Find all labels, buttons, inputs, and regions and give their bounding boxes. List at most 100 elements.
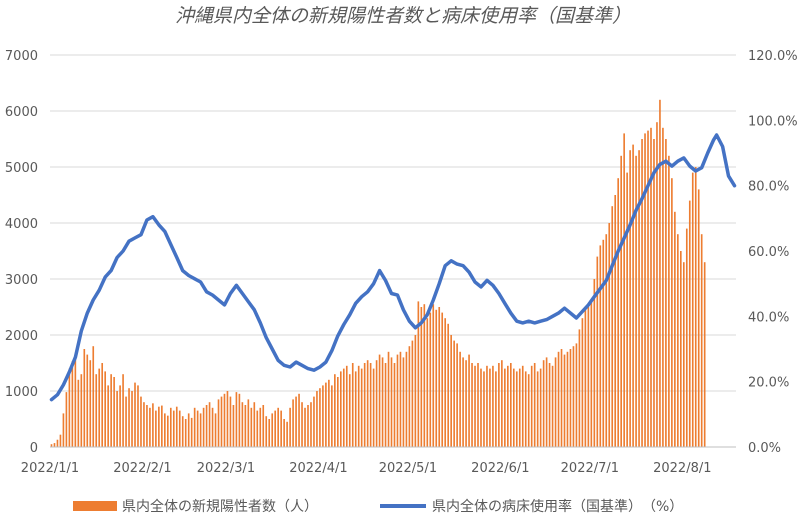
bar [435, 309, 438, 447]
bar [307, 405, 309, 447]
bar [617, 178, 620, 447]
bar [187, 413, 190, 447]
bar [354, 371, 357, 447]
bar [429, 312, 432, 447]
right-y-tick-label: 80.0% [748, 180, 789, 195]
bar [334, 374, 336, 447]
bar [474, 365, 476, 447]
bar [674, 211, 676, 447]
left-y-tick-label: 1000 [5, 385, 38, 400]
bar [411, 340, 414, 447]
bar [325, 382, 327, 447]
bar [178, 410, 181, 447]
x-tick-label: 2022/4/1 [289, 461, 347, 476]
bar [542, 360, 545, 447]
bar [265, 416, 268, 447]
bar [480, 368, 482, 447]
right-y-axis: 0.0% 20.0% 40.0% 60.0% 80.0% 100.0% 120.0% [748, 49, 798, 456]
bar [551, 365, 554, 447]
bar [581, 318, 584, 447]
x-tick-label: 2022/8/1 [653, 461, 711, 476]
x-tick-label: 2022/2/1 [113, 461, 171, 476]
bar [614, 195, 617, 447]
bar [536, 371, 539, 447]
bar [244, 405, 247, 447]
left-y-tick-label: 6000 [5, 105, 38, 120]
bar [161, 405, 163, 447]
bar [328, 379, 330, 447]
bar [629, 150, 631, 447]
bar [71, 361, 74, 447]
bar [450, 335, 452, 447]
bar [113, 377, 115, 447]
bar [653, 139, 655, 447]
bar [116, 391, 118, 447]
x-tick-label: 2022/5/1 [379, 461, 437, 476]
right-y-tick-label: 40.0% [748, 310, 789, 325]
bar [602, 239, 605, 447]
bar [339, 371, 342, 447]
left-y-tick-label: 0 [30, 441, 38, 456]
bar [229, 396, 232, 447]
bar [331, 385, 333, 447]
bar [638, 150, 640, 447]
bar [697, 189, 700, 447]
bar [465, 360, 467, 447]
bar [462, 357, 464, 447]
bar [119, 385, 121, 447]
bar [432, 304, 435, 447]
bar [295, 396, 297, 447]
bar [405, 351, 408, 447]
bar [196, 410, 199, 447]
bar [647, 130, 649, 447]
bar [420, 307, 423, 447]
bar [650, 127, 652, 448]
left-y-tick-label: 2000 [5, 329, 38, 344]
bar [524, 371, 527, 447]
bar [217, 399, 220, 447]
bar [301, 402, 303, 447]
chart-title: 沖縄県内全体の新規陽性者数と病床使用率（国基準） [175, 5, 631, 27]
bar [566, 351, 569, 447]
bar [700, 234, 703, 447]
x-tick-label: 2022/1/1 [21, 461, 79, 476]
bar [685, 228, 688, 447]
bar [271, 413, 274, 447]
bar [92, 346, 95, 447]
bar [253, 402, 256, 447]
bar [680, 251, 682, 447]
bar [164, 413, 166, 447]
bar [507, 365, 509, 447]
bar [489, 368, 491, 447]
x-axis: 2022/1/1 2022/2/1 2022/3/1 2022/4/1 2022/5/1… [21, 461, 712, 476]
line-series [49, 133, 737, 402]
bar [447, 323, 449, 447]
bar [175, 406, 178, 447]
bar [703, 262, 706, 447]
bar [158, 406, 160, 447]
bar [152, 403, 154, 447]
bar [441, 312, 444, 447]
bar [414, 335, 417, 447]
bar [122, 374, 124, 447]
bar [557, 351, 560, 447]
bar [184, 419, 187, 447]
bar [104, 371, 106, 447]
bar [101, 363, 104, 447]
bar [140, 396, 142, 447]
right-y-tick-label: 120.0% [748, 49, 798, 64]
bar [554, 357, 557, 447]
bar [277, 407, 279, 447]
bar [59, 434, 62, 447]
bar [402, 357, 405, 447]
bar [286, 421, 288, 447]
bar [620, 155, 622, 448]
bar [369, 363, 372, 447]
bar [530, 365, 533, 447]
bar [274, 410, 277, 447]
bar [319, 388, 321, 447]
bar [199, 413, 202, 447]
bar [83, 349, 86, 447]
bar [235, 392, 238, 447]
bar [671, 178, 673, 447]
